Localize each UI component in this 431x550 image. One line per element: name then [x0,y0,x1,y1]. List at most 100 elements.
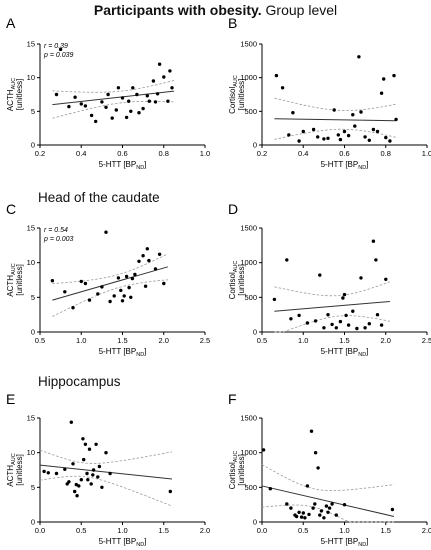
fit-line-e [39,464,173,480]
data-point-b [371,127,376,132]
data-point-e [79,478,84,482]
y-axis-label-d: CortisolAUC [228,261,239,300]
y-tick-label-f: 1000 [240,448,257,457]
data-point-c [141,254,145,258]
data-point-d [289,317,293,321]
data-point-e [73,489,77,494]
stat-text-c: r = 0.54 [44,227,68,234]
data-point-c [124,274,129,279]
y-tick-label-b: 1000 [240,73,257,82]
data-point-b [336,133,340,137]
data-point-a [141,106,145,111]
x-tick-label-f: 0.5 [298,526,308,535]
data-point-e [69,420,74,424]
data-point-f [322,516,326,520]
data-point-a [79,102,84,106]
data-point-f [313,451,318,455]
x-axis-label-d: 5-HTT [BPND] [321,347,369,358]
data-point-f [294,514,299,519]
data-point-c [147,258,151,263]
x-axis-label-f: 5-HTT [BPND] [321,537,369,548]
data-point-a [155,92,160,96]
data-point-b [353,124,357,128]
fit-line-f [261,485,395,517]
x-tick-label-f: 0.0 [257,526,267,535]
y-tick-label-f: 500 [244,483,257,492]
y-tick-label-a: 10 [27,73,35,82]
data-point-f [307,512,311,517]
x-tick-label-d: 0.5 [257,336,267,345]
data-point-d [355,326,359,331]
data-point-a [145,94,149,98]
data-point-f [309,429,314,433]
title-rest: Group level [265,2,338,18]
data-point-d [344,313,348,318]
data-point-f [313,502,317,506]
x-tick-label-a: 0.2 [35,149,45,158]
data-point-c [153,267,158,271]
x-tick-label-b: 0.8 [381,149,391,158]
data-point-b [301,129,305,134]
y-axis-label-a: ACTHAUC [6,78,17,111]
x-tick-label-d: 2.5 [422,336,431,345]
y-axis-unit-f: [unitless] [237,454,246,486]
data-point-a [89,113,94,118]
data-point-f [261,448,266,452]
x-tick-label-e: 1.5 [159,526,169,535]
x-tick-label-f: 1.5 [381,526,391,535]
data-point-b [375,129,380,134]
data-point-a [58,47,63,52]
data-point-c [162,281,166,286]
data-point-c [127,285,131,290]
data-point-c [79,279,84,284]
y-tick-label-d: 0 [253,328,257,337]
y-tick-label-f: 1500 [240,414,257,423]
data-point-e [54,471,59,476]
x-tick-label-c: 2.0 [159,336,169,345]
ci-lower-c [52,279,168,317]
y-tick-label-e: 5 [31,483,35,492]
data-point-d [384,277,388,281]
data-point-e [100,485,104,489]
fit-line-d [274,300,390,312]
y-tick-label-d: 500 [244,293,257,302]
data-point-a [166,99,170,103]
data-point-e [86,478,90,482]
data-point-f [299,515,304,519]
y-tick-label-b: 500 [244,107,257,116]
x-axis-label-c: 5-HTT [BPND] [99,347,147,358]
data-point-f [301,511,305,515]
data-point-e [108,471,112,476]
y-tick-label-b: 0 [253,141,257,150]
y-tick-label-e: 15 [27,414,35,423]
data-point-c [104,230,108,234]
data-point-a [67,104,71,109]
x-axis-label-b: 5-HTT [BPND] [321,160,369,171]
data-point-f [326,510,330,514]
x-tick-label-d: 1.0 [298,336,308,345]
x-tick-label-c: 1.0 [76,336,86,345]
data-point-d [297,313,301,318]
x-tick-label-a: 0.8 [159,149,169,158]
data-point-c [112,294,116,298]
data-point-a [157,62,162,66]
data-point-e [63,467,67,471]
panel-label-f: F [228,391,237,407]
panel-label-e: E [6,391,15,407]
fit-line-c [52,266,169,301]
data-point-c [130,276,135,281]
y-tick-label-b: 1500 [240,40,257,49]
y-axis-unit-b: [unitless] [237,79,246,111]
data-point-a [127,99,131,103]
y-tick-label-e: 0 [31,518,35,527]
data-point-b [351,113,355,117]
panel-label-b: B [228,15,237,31]
data-point-f [342,503,347,507]
data-point-c [137,259,141,263]
data-point-a [110,116,114,120]
data-point-d [272,297,277,302]
y-tick-label-e: 10 [27,448,35,457]
y-tick-label-c: 0 [31,328,35,337]
data-point-d [334,326,338,330]
x-axis-label-e: 5-HTT [BPND] [99,537,147,548]
